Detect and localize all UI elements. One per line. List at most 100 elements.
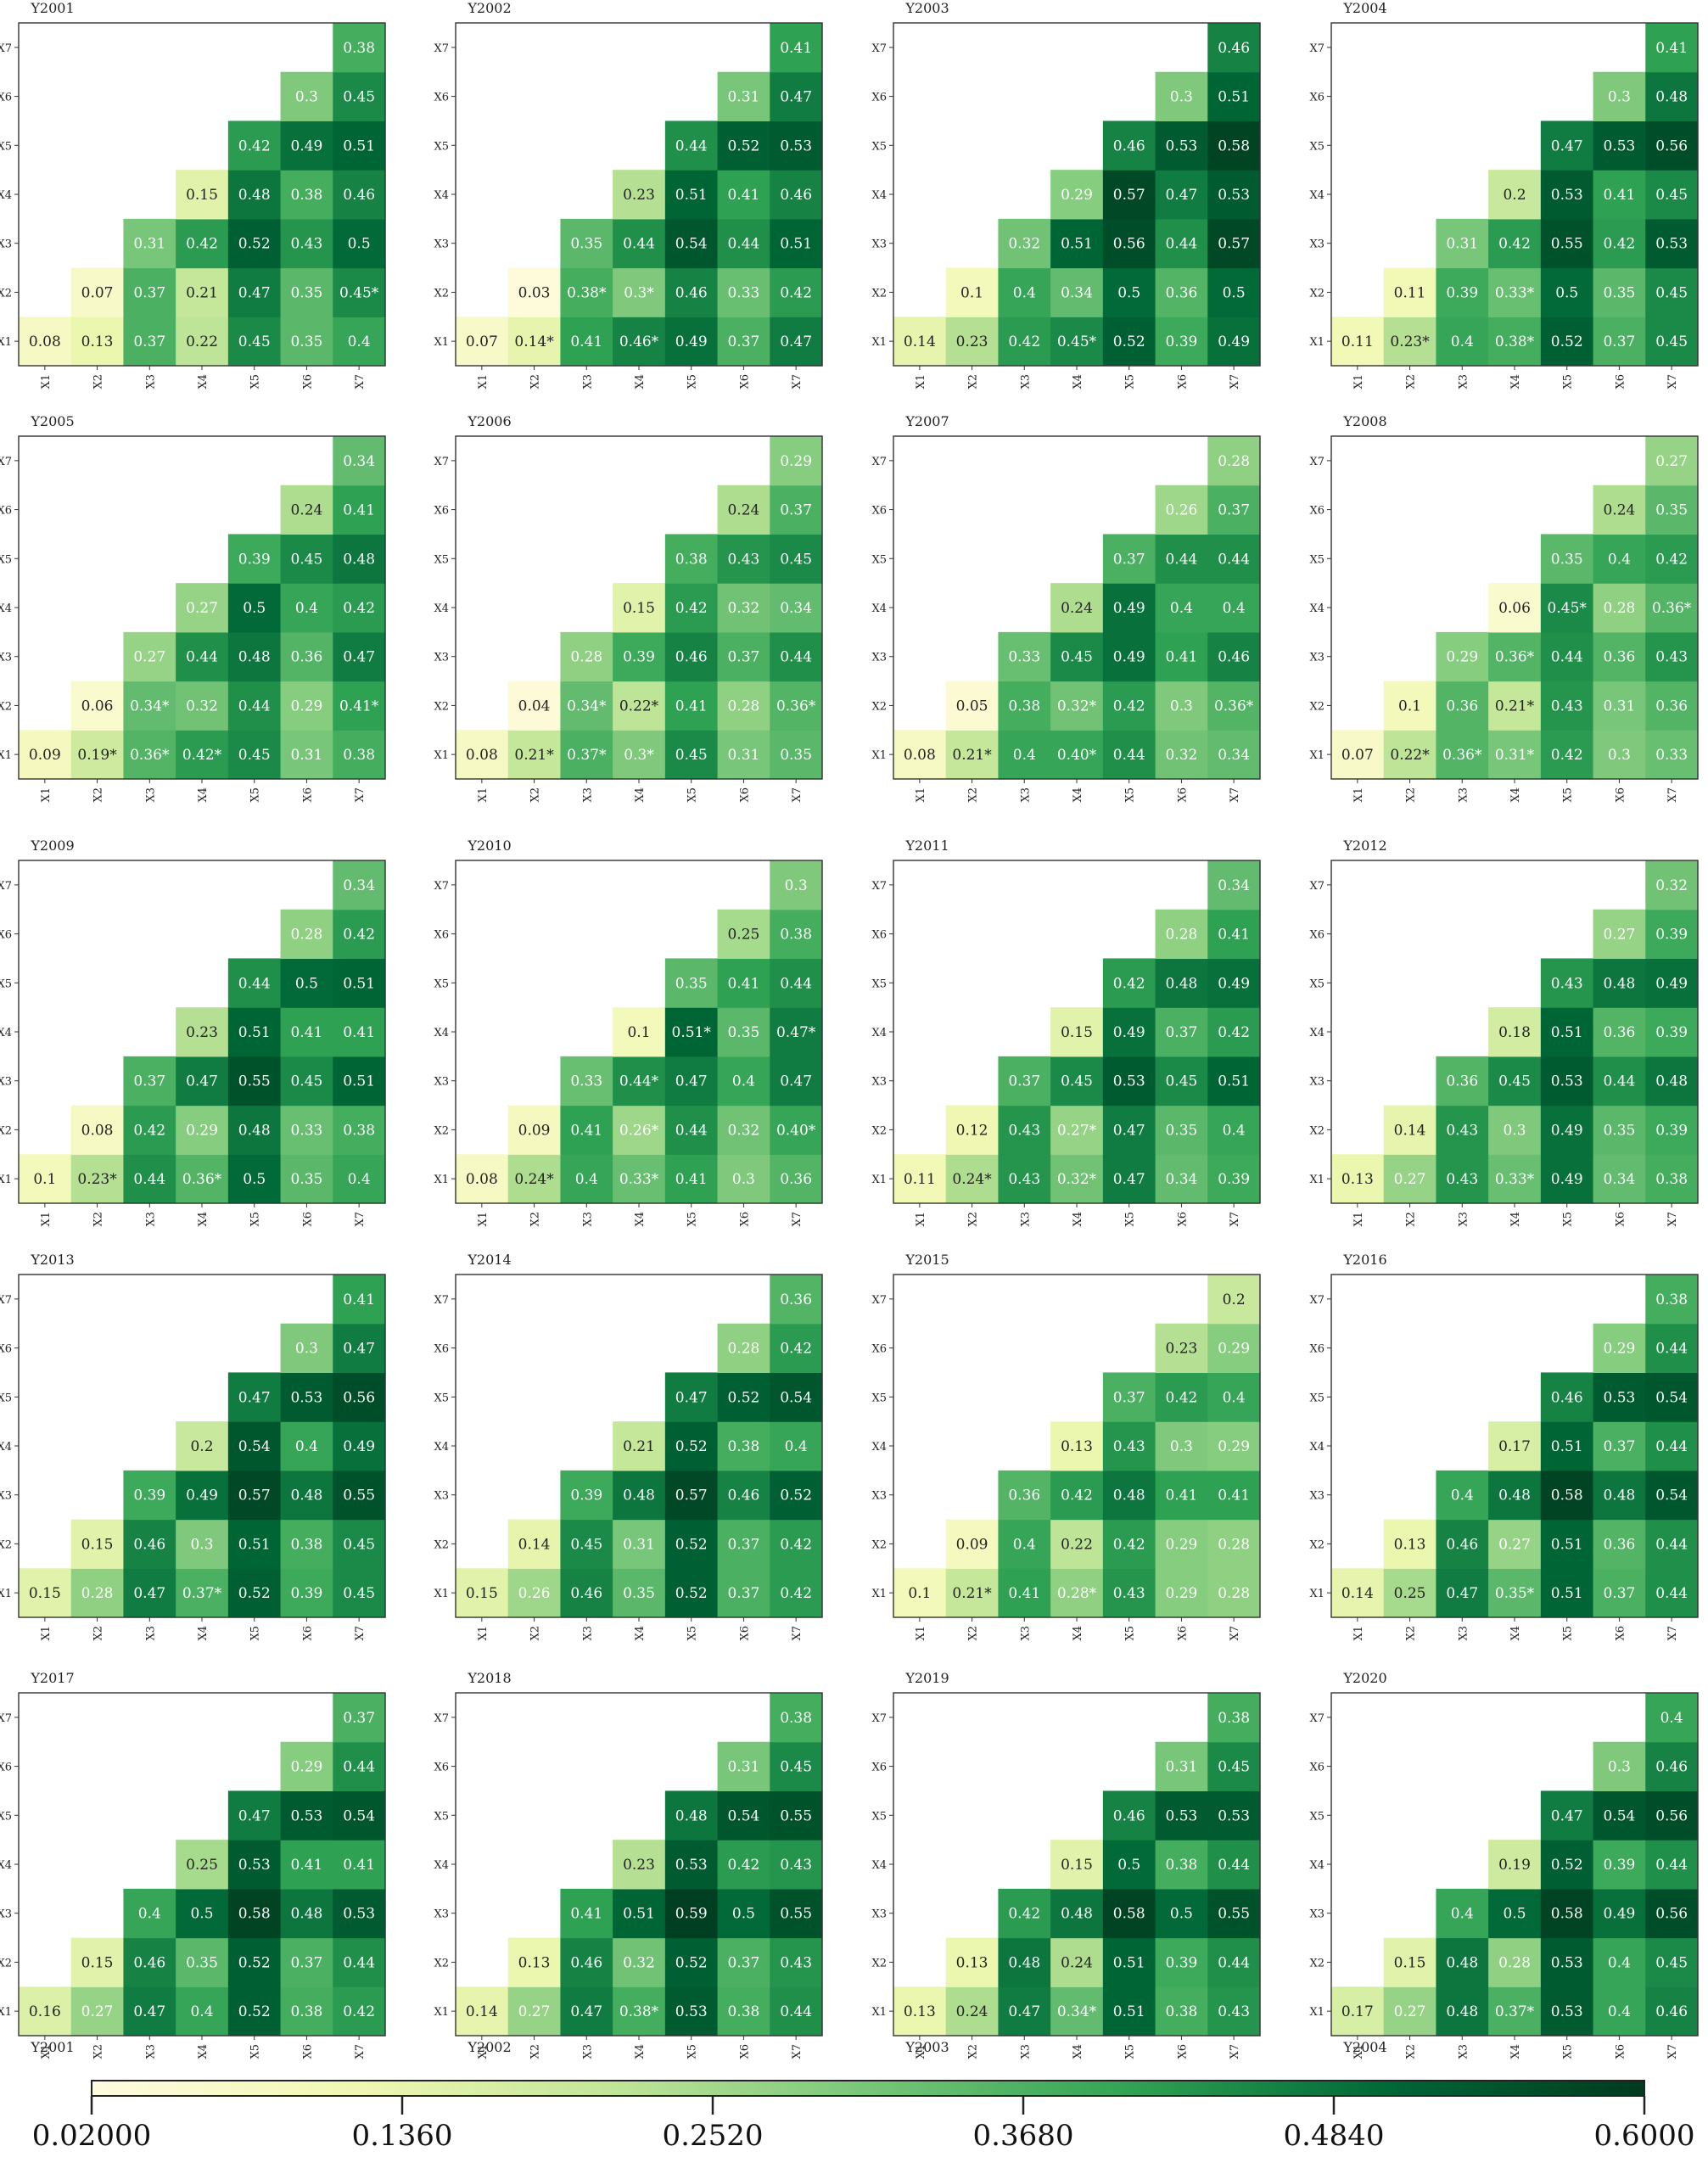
heatmap-cell: [1540, 534, 1594, 584]
cell-value-label: 0.43: [1008, 1171, 1040, 1188]
heatmap-cell: [70, 317, 125, 367]
heatmap-cell: [227, 730, 282, 780]
heatmap-cell: [1207, 1056, 1261, 1107]
heatmap-cell: [1593, 958, 1646, 1008]
cell-value-label: 0.48: [238, 187, 271, 204]
heatmap-cell: [1645, 1986, 1699, 2037]
heatmap-cell: [1645, 436, 1699, 486]
heatmap-cell: [176, 218, 229, 269]
heatmap-cell: [507, 1568, 562, 1618]
cell-value-label: 0.55: [238, 1073, 271, 1090]
y-tick-label: X3: [0, 652, 12, 664]
cell-value-label: 0.42: [238, 137, 271, 154]
y-tick-label: X7: [871, 1712, 887, 1725]
heatmap-cell: [1645, 1840, 1699, 1890]
cell-value-label: 0.33: [570, 1073, 602, 1090]
heatmap-cell: [1593, 1421, 1646, 1471]
cell-value-label: 0.27: [186, 600, 218, 617]
cell-value-label: 0.43: [290, 236, 322, 253]
heatmap-cell: [945, 1937, 1000, 1987]
y-tick-label: X2: [871, 1957, 887, 1969]
heatmap-cell: [227, 958, 282, 1008]
cell-value-label: 0.25: [186, 1857, 218, 1874]
heatmap-panel: Y2014 0.15 0.26 0.46 0.35 0.52 0.37 0.42 0.14 0.4…: [434, 1252, 823, 1641]
cell-value-label: 0.4: [1451, 1906, 1474, 1923]
cell-value-label: 0.55: [780, 1906, 812, 1923]
heatmap-cell: [333, 23, 386, 73]
cell-value-label: 0.53: [1113, 1073, 1145, 1090]
heatmap-cell: [176, 681, 229, 731]
colorbar-tick-label: 0.3680: [973, 2119, 1074, 2153]
panel-title: Y2011: [904, 838, 949, 854]
cell-value-label: 0.42: [133, 1122, 165, 1139]
x-tick-label: X3: [144, 2044, 157, 2059]
cell-value-label: 0.52: [238, 236, 271, 253]
cell-value-label: 0.51: [343, 975, 375, 992]
cell-value-label: 0.31: [623, 1536, 655, 1553]
cell-value-label: 0.51: [780, 236, 812, 253]
x-tick-label: X1: [40, 374, 53, 389]
heatmap-cell: [1593, 485, 1646, 535]
heatmap-cell: [1436, 1056, 1489, 1107]
heatmap-cell: [1155, 958, 1208, 1008]
heatmap-cell: [333, 1693, 386, 1743]
cell-value-label: 0.5: [295, 975, 318, 992]
heatmap-cell: [1488, 1519, 1542, 1569]
cell-value-label: 0.47: [238, 1389, 271, 1406]
y-tick-label: X1: [871, 2006, 887, 2019]
cell-value-label: 0.37: [1603, 333, 1635, 350]
cell-value-label: 0.2: [190, 1438, 213, 1455]
x-tick-label: X2: [529, 374, 542, 389]
cell-value-label: 0.07: [1341, 747, 1374, 764]
heatmap-cell: [227, 1154, 282, 1204]
y-tick-label: X6: [434, 1343, 449, 1356]
panel-title: Y2002: [467, 0, 511, 16]
x-tick-label: X1: [1352, 787, 1365, 803]
cell-value-label: 0.37: [1113, 1389, 1145, 1406]
heatmap-cell: [1155, 1568, 1208, 1618]
panel-title: Y2020: [1342, 1670, 1386, 1686]
cell-value-label: 0.15: [1061, 1857, 1093, 1874]
cell-value-label: 0.52: [675, 1585, 708, 1602]
x-tick-label: X3: [144, 374, 157, 389]
y-tick-label: X5: [0, 553, 12, 566]
x-tick-label: X7: [1229, 1626, 1241, 1641]
cell-value-label: 0.13: [904, 2003, 936, 2020]
heatmap-cell: [227, 1372, 282, 1422]
heatmap-cell: [1383, 1986, 1437, 2037]
heatmap-cell: [227, 1105, 282, 1155]
heatmap-cell: [770, 71, 823, 122]
heatmap-cell: [1102, 1470, 1156, 1521]
cell-value-label: 0.45: [290, 1073, 322, 1090]
cell-value-label: 0.53: [1551, 2003, 1583, 2020]
cell-value-label: 0.15: [1061, 1024, 1093, 1041]
heatmap-cell: [1593, 1888, 1646, 1939]
cell-value-label: 0.4: [1451, 333, 1474, 350]
cell-value-label: 0.41: [1165, 649, 1197, 666]
heatmap-cell: [1593, 1470, 1646, 1521]
y-tick-label: X4: [0, 1859, 12, 1872]
cell-value-label: 0.3: [1170, 1438, 1193, 1455]
cell-value-label: 0.51: [238, 1536, 271, 1553]
x-tick-label: X1: [40, 787, 53, 803]
cell-value-label: 0.52: [1551, 1857, 1583, 1874]
heatmap-cell: [1102, 1007, 1156, 1057]
x-tick-label: X6: [738, 1212, 751, 1227]
heatmap-cell: [770, 730, 823, 780]
cell-value-label: 0.51: [1551, 1438, 1583, 1455]
y-tick-label: X3: [0, 1490, 12, 1503]
cell-value-label: 0.43: [1446, 1171, 1478, 1188]
x-tick-label: X2: [967, 1212, 980, 1227]
heatmap-cell: [280, 317, 333, 367]
y-tick-label: X2: [1309, 1538, 1324, 1551]
heatmap-panel: Y2011 0.11 0.24* 0.43 0.32* 0.47 0.34 0.39 0.12 0…: [871, 838, 1261, 1227]
heatmap-cell: [770, 218, 823, 269]
heatmap-cell: [70, 730, 125, 780]
heatmap-cell: [613, 1470, 666, 1521]
heatmap-cell: [1155, 1105, 1208, 1155]
x-tick-label: X1: [1352, 2044, 1365, 2059]
heatmap-cell: [1155, 1154, 1208, 1204]
cell-value-label: 0.41: [343, 1857, 375, 1874]
y-tick-label: X1: [0, 1588, 12, 1600]
heatmap-cell: [613, 1105, 666, 1155]
